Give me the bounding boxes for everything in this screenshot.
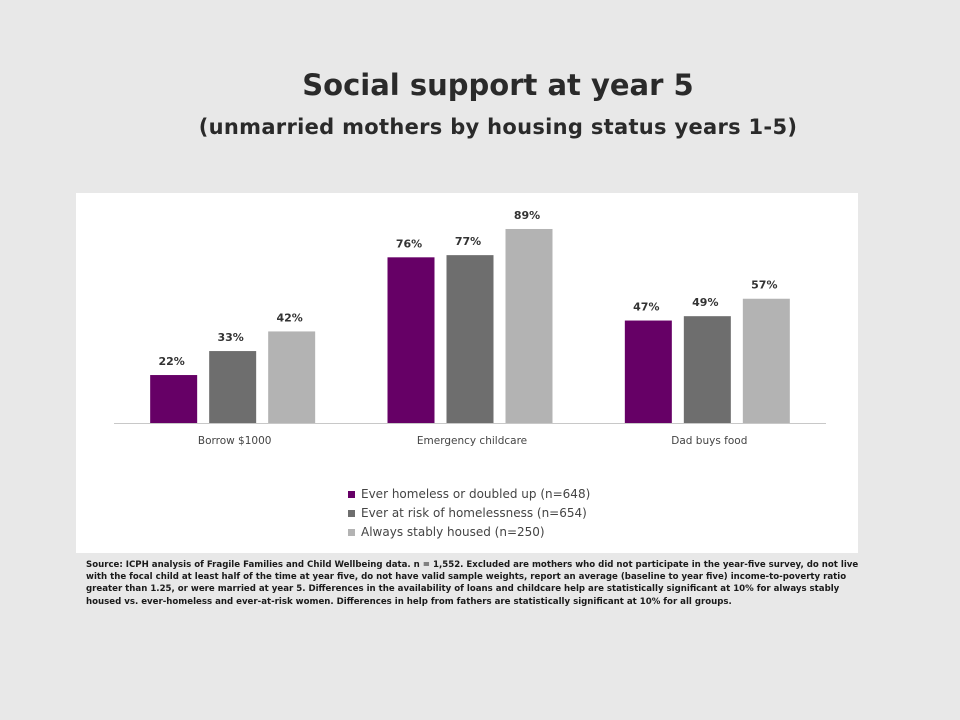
bar-1-1 [150,375,198,423]
category-label: Dad buys food [671,435,747,447]
bar-value-label: 22% [158,355,184,368]
bar-value-label: 76% [396,237,422,250]
slide-subtitle: (unmarried mothers by housing status yea… [198,115,798,139]
bar-3-2 [683,316,731,423]
bar-1-3 [268,331,316,423]
bar-2-3 [505,228,553,423]
bar-value-label: 49% [692,296,718,309]
bar-3-1 [624,320,672,423]
source-note: Source: ICPH analysis of Fragile Familie… [86,560,859,607]
bar-value-label: 77% [455,235,481,248]
category-label: Borrow $1000 [198,435,272,447]
bar-2-2 [446,255,494,423]
chart-panel: 22% 33% 42% Borrow $1000 76% 77% 89% Emergency … [76,193,858,553]
category-label: Emergency childcare [417,435,527,447]
legend-label: Ever homeless or doubled up (n=648) [361,487,590,501]
bar-3-3 [742,298,790,423]
slide-title: Social support at year 5 [302,68,694,102]
bar-chart: 22% 33% 42% Borrow $1000 76% 77% 89% Emergency … [114,209,826,539]
legend-label: Always stably housed (n=250) [361,525,545,539]
bar-value-label: 57% [751,279,777,292]
bar-value-label: 42% [276,311,302,324]
legend-swatch-3 [348,529,355,536]
bar-2-1 [387,257,435,423]
bar-1-2 [209,351,257,423]
legend-swatch-2 [348,510,355,517]
legend-label: Ever at risk of homelessness (n=654) [361,506,587,520]
bar-value-label: 89% [514,209,540,222]
bar-value-label: 47% [633,301,659,314]
legend-swatch-1 [348,491,355,498]
bar-value-label: 33% [217,331,243,344]
